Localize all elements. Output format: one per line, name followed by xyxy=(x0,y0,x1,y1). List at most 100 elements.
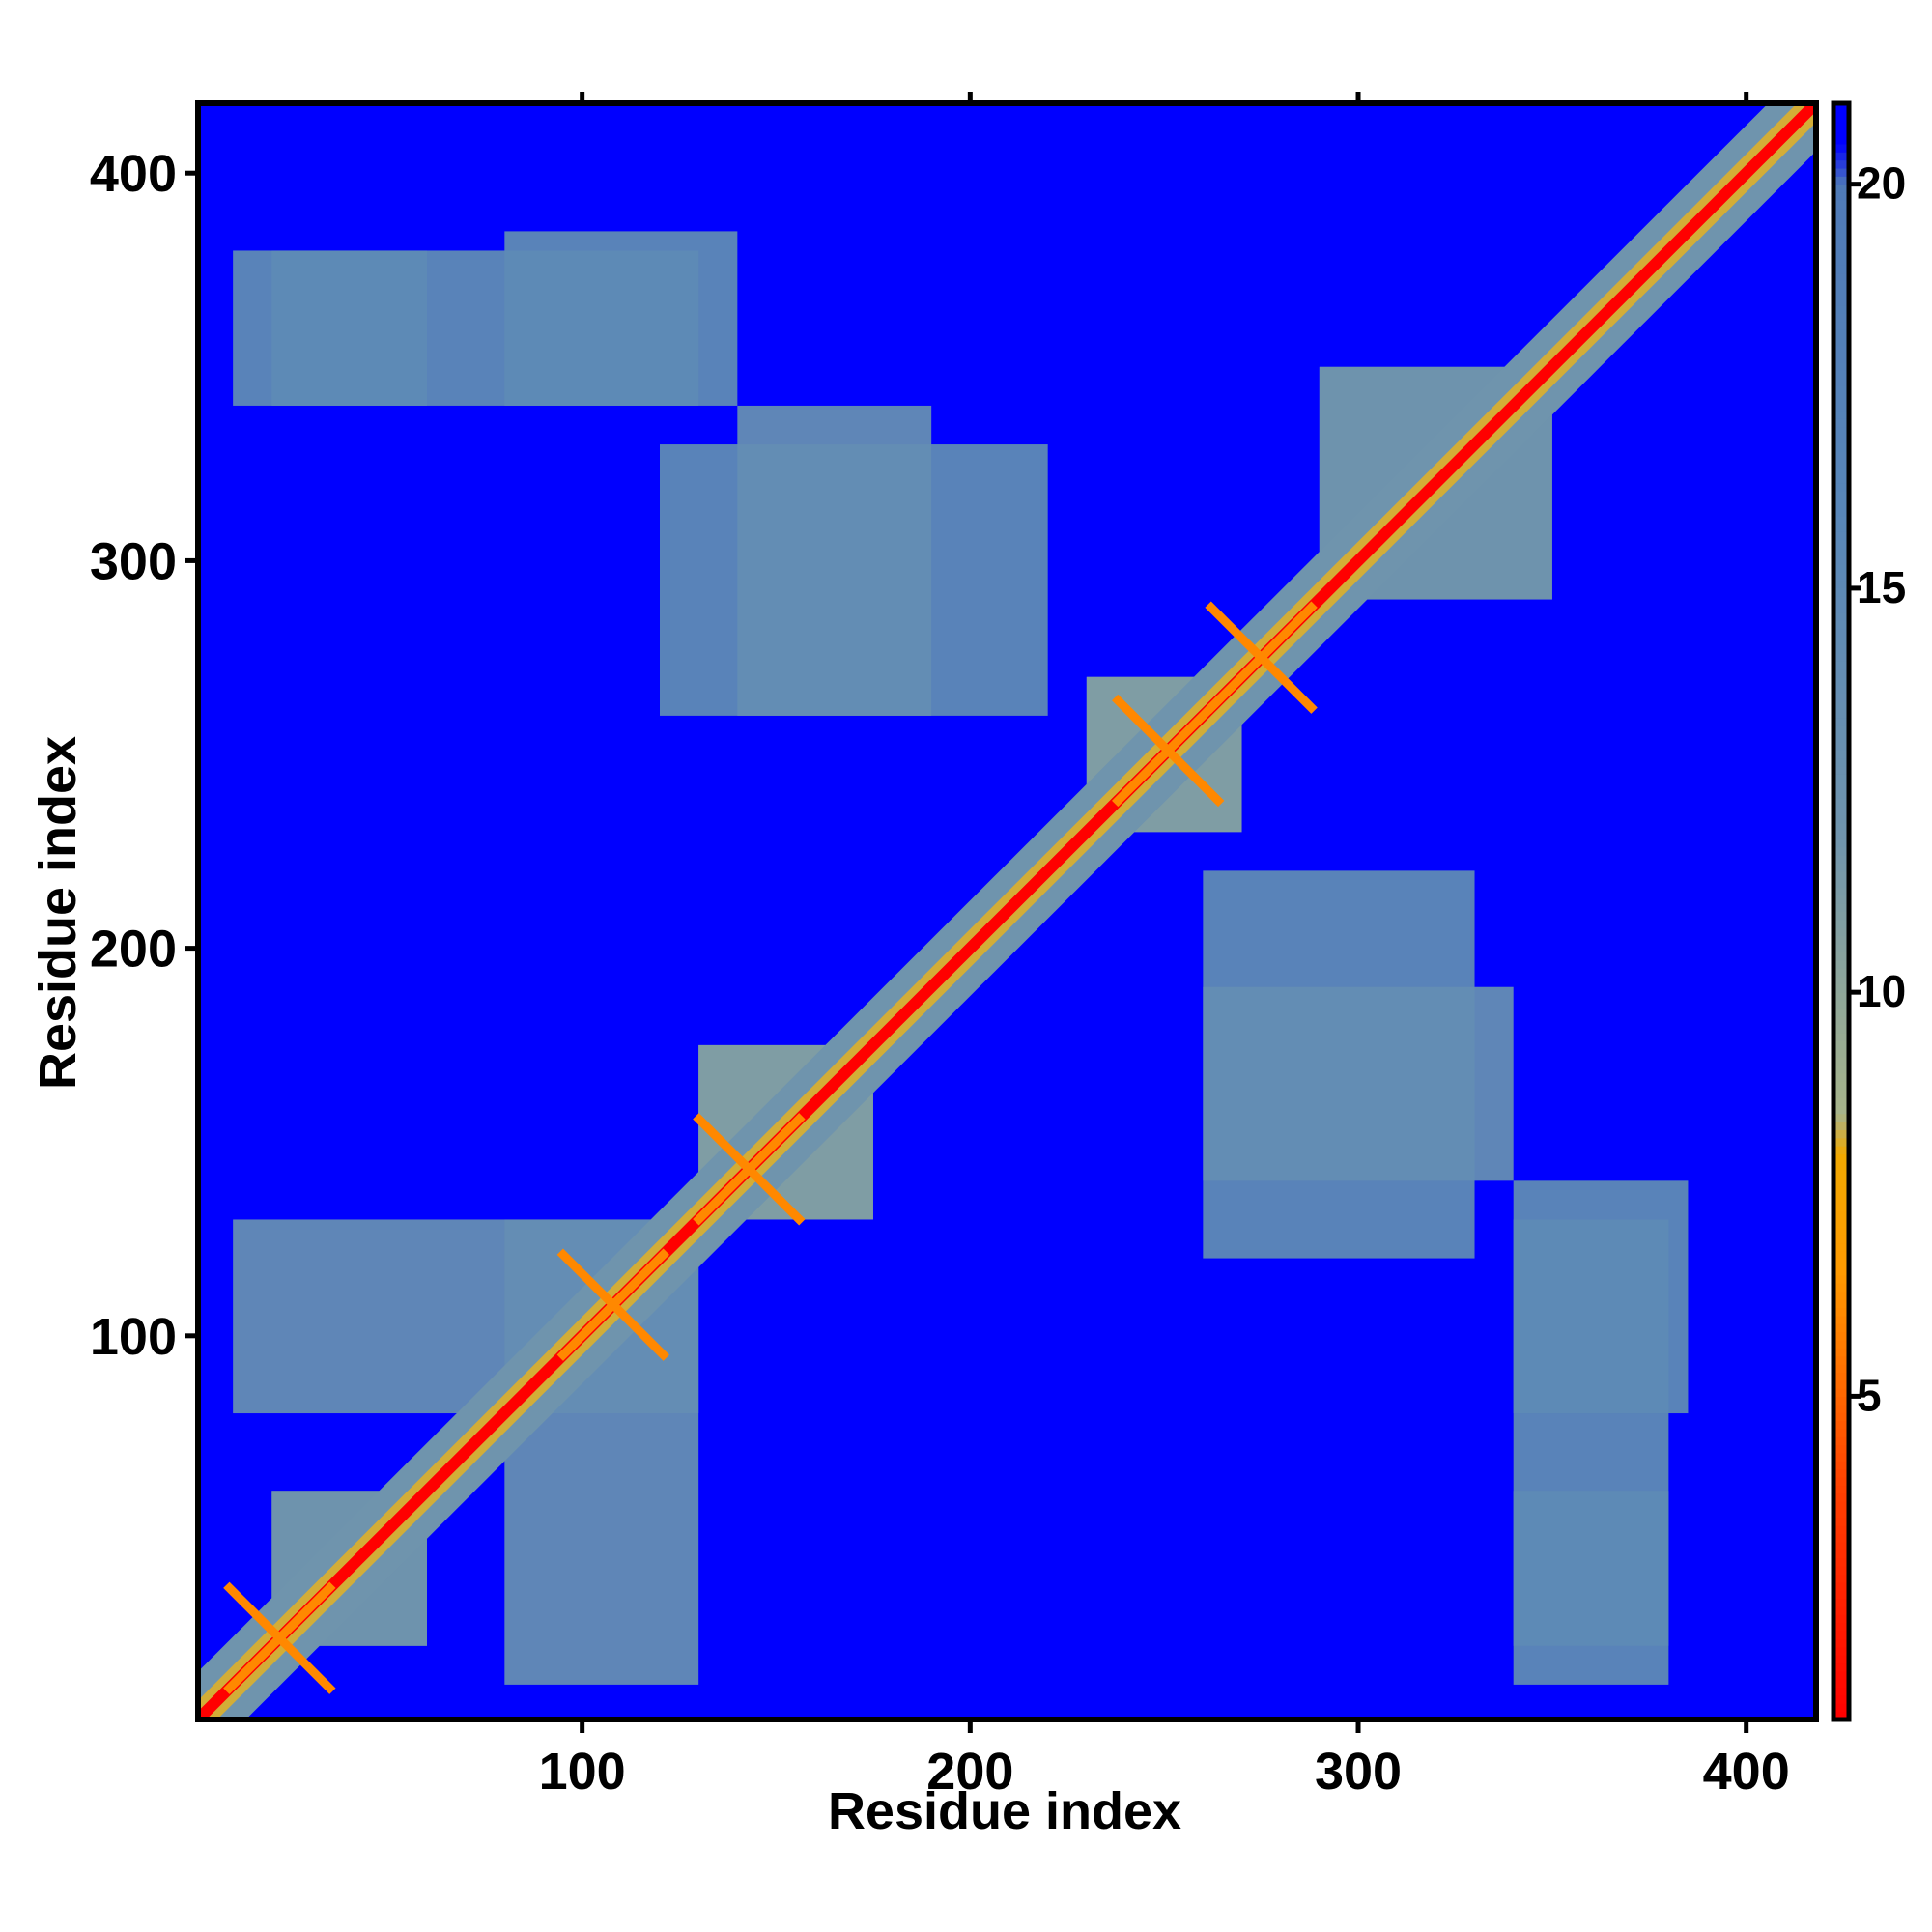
colorbar-segment xyxy=(1833,378,1849,387)
colorbar-segment xyxy=(1833,1452,1849,1462)
colorbar-segment xyxy=(1833,491,1849,500)
x-tick-label-100: 100 xyxy=(539,1743,626,1801)
colorbar-segment xyxy=(1833,1605,1849,1615)
colorbar-segment xyxy=(1833,870,1849,880)
colorbar-segment xyxy=(1833,1274,1849,1284)
colorbar-segment xyxy=(1833,1185,1849,1195)
colorbar-segment xyxy=(1833,1388,1849,1397)
colorbar-segment xyxy=(1833,628,1849,638)
colorbar-segment xyxy=(1833,1024,1849,1034)
colorbar-segment xyxy=(1833,1525,1849,1535)
colorbar-segment xyxy=(1833,555,1849,565)
colorbar-segment xyxy=(1833,1105,1849,1115)
colorbar-segment xyxy=(1833,709,1849,719)
colorbar-segment xyxy=(1833,1129,1849,1139)
y-tick-label-100: 100 xyxy=(90,1308,177,1366)
colorbar-segment xyxy=(1833,385,1849,395)
plot-frame xyxy=(195,100,1819,1722)
colorbar-segment xyxy=(1833,637,1849,646)
colorbar-segment xyxy=(1833,265,1849,274)
colorbar-segment xyxy=(1833,1396,1849,1406)
contact-region-9-mirror xyxy=(1513,1180,1689,1414)
colorbar-segment xyxy=(1833,1679,1849,1689)
colorbar-segment xyxy=(1833,1250,1849,1260)
colorbar-segment xyxy=(1833,1662,1849,1672)
colorbar-segment xyxy=(1833,1065,1849,1074)
colorbar-segment xyxy=(1833,838,1849,848)
colorbar-segment xyxy=(1833,1622,1849,1632)
colorbar-segment xyxy=(1833,1048,1849,1058)
colorbar-segment xyxy=(1833,1299,1849,1308)
colorbar-segment xyxy=(1833,1235,1849,1244)
colorbar-segment xyxy=(1833,1161,1849,1171)
colorbar-segment xyxy=(1833,289,1849,298)
colorbar-segment xyxy=(1833,1283,1849,1293)
colorbar-segment xyxy=(1833,1420,1849,1430)
colorbar-segment xyxy=(1833,1315,1849,1324)
colorbar-segment xyxy=(1833,798,1849,808)
colorbar-segment xyxy=(1833,952,1849,961)
colorbar-segment xyxy=(1833,1266,1849,1276)
colorbar-segment xyxy=(1833,523,1849,532)
colorbar-segment xyxy=(1833,757,1849,767)
colorbar-segment xyxy=(1833,143,1849,153)
colorbar-segment xyxy=(1833,1113,1849,1122)
colorbar-segment xyxy=(1833,935,1849,945)
colorbar-segment xyxy=(1833,927,1849,937)
colorbar-segment xyxy=(1833,1444,1849,1454)
colorbar-segment xyxy=(1833,1638,1849,1648)
colorbar-segment xyxy=(1833,216,1849,226)
x-tick-label-300: 300 xyxy=(1315,1743,1402,1801)
colorbar-segment xyxy=(1833,459,1849,469)
colorbar-segment xyxy=(1833,1242,1849,1252)
colorbar-segment xyxy=(1833,1574,1849,1583)
colorbar-segment xyxy=(1833,685,1849,695)
colorbar-segment xyxy=(1833,1614,1849,1624)
colorbar-segment xyxy=(1833,539,1849,549)
y-axis-title: Residue index xyxy=(29,736,87,1090)
colorbar-segment xyxy=(1833,1291,1849,1300)
colorbar-segment xyxy=(1833,1687,1849,1696)
colorbar-segment xyxy=(1833,1081,1849,1091)
colorbar-segment xyxy=(1833,1226,1849,1236)
colorbar-segment xyxy=(1833,1307,1849,1317)
cross-marker-2-b xyxy=(1112,694,1225,808)
y-tick-label-300: 300 xyxy=(90,532,177,590)
colorbar-segment xyxy=(1833,1549,1849,1559)
colorbar-segment xyxy=(1833,563,1849,573)
colorbar-segment xyxy=(1833,733,1849,743)
contact-region-8 xyxy=(233,250,427,406)
colorbar-segment xyxy=(1833,1057,1849,1066)
colorbar-segment xyxy=(1833,361,1849,371)
colorbar-segment xyxy=(1833,1178,1849,1187)
colorbar-segment xyxy=(1833,1379,1849,1389)
colorbar-segment xyxy=(1833,1032,1849,1041)
contact-region-9 xyxy=(504,231,738,406)
colorbar-segment xyxy=(1833,1590,1849,1600)
colorbar-segment xyxy=(1833,337,1849,347)
colorbar-segment xyxy=(1833,846,1849,856)
colorbar-segment xyxy=(1833,992,1849,1002)
colorbar-segment xyxy=(1833,1501,1849,1511)
colorbar-segment xyxy=(1833,1630,1849,1639)
colorbar-segment xyxy=(1833,822,1849,832)
colorbar-segment xyxy=(1833,1000,1849,1009)
colorbar-segment xyxy=(1833,1363,1849,1373)
colorbar-segment xyxy=(1833,103,1849,112)
colorbar-segment xyxy=(1833,983,1849,993)
axes: 100 200 300 400 100 200 300 400 xyxy=(90,92,1790,1801)
colorbar-segment xyxy=(1833,208,1849,217)
colorbar-segment xyxy=(1833,192,1849,201)
colorbar-segment xyxy=(1833,1694,1849,1704)
cross-marker-4-b xyxy=(556,1248,669,1361)
colorbar-segment xyxy=(1833,248,1849,258)
colorbar-segment xyxy=(1833,1404,1849,1413)
colorbar-segment xyxy=(1833,548,1849,557)
colorbar-segment xyxy=(1833,467,1849,476)
colorbar-segment xyxy=(1833,321,1849,330)
colorbar-segment xyxy=(1833,297,1849,306)
colorbar-segment xyxy=(1833,661,1849,670)
colorbar-segment xyxy=(1833,676,1849,686)
colorbar-segment xyxy=(1833,418,1849,428)
colorbar-segment xyxy=(1833,1533,1849,1543)
